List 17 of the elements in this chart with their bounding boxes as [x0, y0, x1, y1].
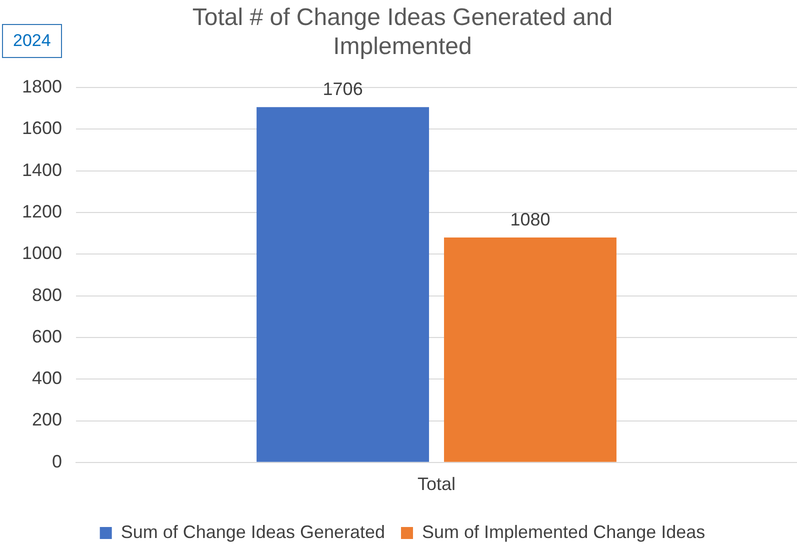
y-tick-label: 1600 — [22, 118, 62, 138]
y-tick-label: 600 — [32, 326, 62, 346]
data-label: 1080 — [510, 209, 550, 230]
y-tick-label: 1000 — [22, 243, 62, 264]
legend-label: Sum of Change Ideas Generated — [120, 522, 386, 542]
y-tick-label: 0 — [52, 451, 62, 472]
x-tick-label: Total — [418, 474, 456, 494]
y-tick-label: 1200 — [22, 202, 62, 222]
y-tick-label: 800 — [32, 284, 62, 305]
y-tick-label: 1400 — [22, 160, 62, 180]
chart-title: Total # of Change Ideas Generated and Implemented — [192, 4, 613, 60]
legend-label: Sum of Implemented Change Ideas — [422, 522, 706, 542]
y-tick-label: 200 — [32, 410, 62, 430]
text: 2024 — [2, 24, 62, 58]
data-label: 1706 — [322, 79, 363, 100]
y-tick-label: 400 — [32, 368, 62, 388]
y-tick-label: 1800 — [22, 76, 62, 97]
